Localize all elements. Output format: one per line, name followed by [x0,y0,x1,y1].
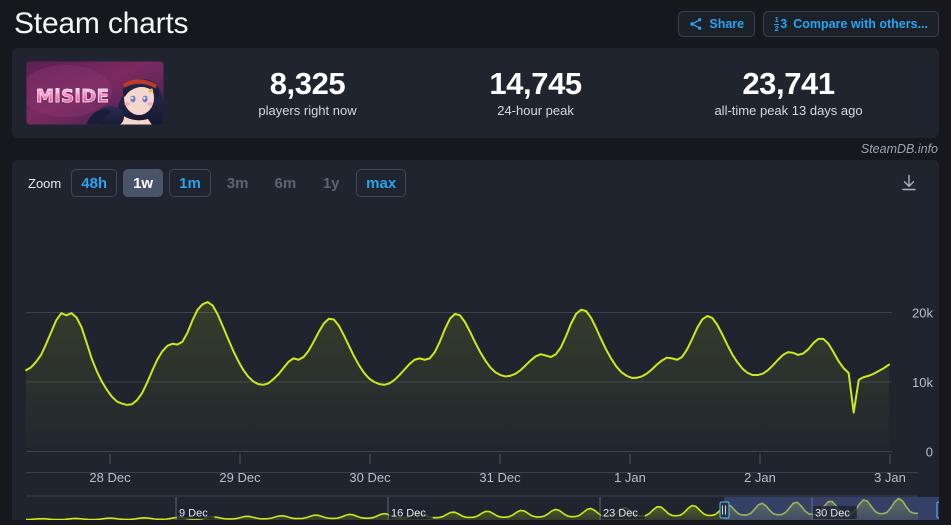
x-axis-tick-label: 29 Dec [219,470,261,485]
fraction-numerator: 1 [774,14,780,25]
navigator-handle-left [719,501,730,519]
download-icon[interactable] [895,169,923,197]
navigator-series-line [25,497,919,520]
header-actions: Share 1 2 3 Compare with others... [678,11,939,37]
navigator-tick-label: 30 Dec [813,506,857,520]
x-axis-tick-label: 1 Jan [614,470,646,485]
y-axis-tick-label: 10k [912,375,933,390]
players-online-line-chart[interactable]: 0 10k 20k 28 Dec 29 Dec 30 Dec 31 Dec 1 Jan 2 Ja… [12,206,939,520]
zoom-button-3m: 3m [217,169,259,197]
compare-with-others-button[interactable]: 1 2 3 Compare with others... [763,11,939,37]
chart-plot-area[interactable]: 0 10k 20k 28 Dec 29 Dec 30 Dec 31 Dec 1 Jan 2 Ja… [12,206,939,520]
y-axis-tick-label: 0 [926,445,933,460]
x-axis-tick-label: 28 Dec [89,470,131,485]
zoom-button-48h[interactable]: 48h [71,169,118,197]
x-axis-tick-label: 31 Dec [479,470,521,485]
zoom-button-max[interactable]: max [356,169,407,197]
stat-value: 14,745 [489,65,582,101]
page-header: Steam charts Share 1 2 3 [0,0,951,48]
series-area-fill [26,302,889,452]
stat-label: players right now [258,103,357,119]
stats-card: MiSiDE 8,325 players right now 14,745 24… [12,48,939,138]
x-axis-tick-label: 2 Jan [744,470,776,485]
stat-24-hour-peak: 14,745 24-hour peak [489,65,582,119]
fraction-one-half-three-icon: 1 2 3 [774,14,788,33]
capsule-logo-text: MiSiDE [36,86,109,107]
stat-label: 24-hour peak [497,103,574,119]
stat-label: all-time peak 13 days ago [714,103,863,119]
svg-text:16 Dec: 16 Dec [391,508,426,520]
stat-value: 8,325 [269,65,346,101]
navigator-handle-right [936,501,939,519]
zoom-button-6m: 6m [264,169,306,197]
compare-button-label: Compare with others... [793,17,928,31]
stat-players-right-now: 8,325 players right now [258,65,357,119]
page-title: Steam charts [14,7,189,40]
series-line-players-online [25,301,890,414]
svg-text:30 Dec: 30 Dec [815,508,850,520]
x-axis-tick-label: 30 Dec [349,470,391,485]
chart-zoom-toolbar: Zoom 48h 1w 1m 3m 6m 1y max [12,160,939,206]
share-nodes-icon [689,17,703,31]
x-axis-tick-label: 3 Jan [874,470,906,485]
navigator-area-fill [26,498,918,520]
svg-text:23 Dec: 23 Dec [603,508,638,520]
fraction-tail: 3 [780,16,788,31]
zoom-button-1y: 1y [312,169,350,197]
svg-text:9 Dec: 9 Dec [179,508,208,520]
steamdb-watermark: SteamDB.info [860,142,938,156]
zoom-button-1m[interactable]: 1m [169,169,211,197]
game-capsule-image[interactable]: MiSiDE [26,61,164,125]
stat-all-time-peak: 23,741 all-time peak 13 days ago [714,65,863,119]
stat-group: 8,325 players right now 14,745 24-hour p… [164,65,939,119]
share-button[interactable]: Share [678,11,756,37]
chart-card: Zoom 48h 1w 1m 3m 6m 1y max 0 10k 20k 28 De… [12,160,939,520]
zoom-label: Zoom [28,175,62,191]
zoom-button-1w[interactable]: 1w [123,169,164,197]
fraction-denominator: 2 [774,23,779,33]
share-button-label: Share [709,17,745,31]
watermark-row: SteamDB.info [12,138,939,160]
y-axis-tick-label: 20k [912,306,933,321]
navigator-tick-label: 9 Dec [177,506,215,520]
navigator-tick-label: 23 Dec [601,506,645,520]
stat-value: 23,741 [742,65,835,101]
navigator-tick-label: 16 Dec [389,506,433,520]
